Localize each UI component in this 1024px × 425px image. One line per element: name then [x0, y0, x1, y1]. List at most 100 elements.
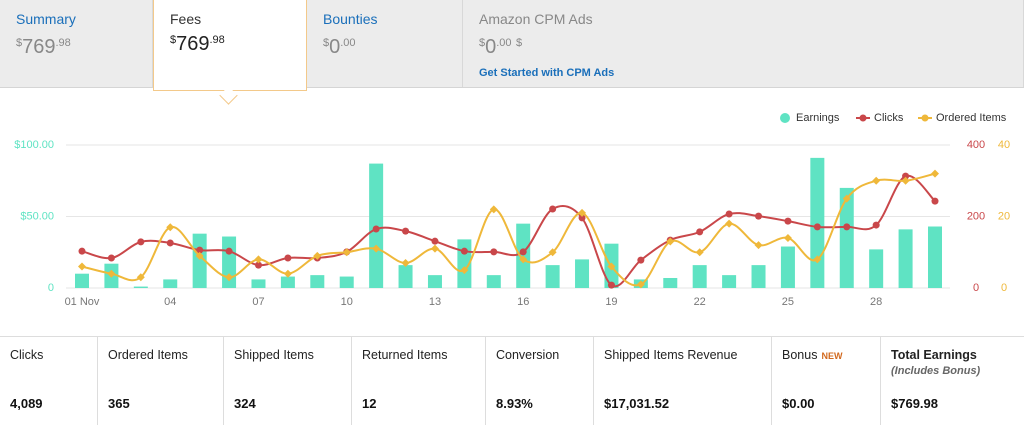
point [607, 281, 615, 289]
dollars: 0 [485, 36, 497, 58]
x-tick-label: 01 Nov [65, 296, 100, 308]
bar [398, 265, 413, 288]
bar [780, 246, 795, 288]
stat-label: Shipped Items [234, 348, 351, 362]
stat-value: 4,089 [10, 396, 43, 411]
cents: .98 [209, 34, 225, 46]
stat-label: Bonus NEW [782, 348, 880, 362]
point [755, 212, 763, 220]
point [490, 248, 498, 256]
point [78, 247, 86, 255]
point [284, 254, 292, 262]
point [430, 244, 439, 253]
currency: $ [170, 34, 177, 46]
x-tick-label: 04 [164, 296, 176, 308]
point [813, 255, 822, 264]
point [196, 246, 204, 254]
y-tick-label: $50.00 [20, 210, 54, 222]
point [431, 237, 439, 245]
tab[interactable]: Amazon CPM Ads $0.00 $ Get Started with CP… [463, 0, 1024, 87]
stat-label-text: Conversion [496, 348, 560, 362]
suffix: $ [516, 37, 523, 49]
legend-label: Clicks [874, 112, 904, 124]
point [696, 228, 704, 236]
point [342, 248, 351, 257]
legend-label: Ordered Items [936, 112, 1007, 124]
stat: Bonus NEW $0.00 [771, 337, 880, 425]
stat-value: 12 [362, 396, 377, 411]
new-badge: NEW [821, 351, 843, 361]
point [254, 255, 263, 264]
point [78, 262, 86, 271]
point [402, 227, 410, 235]
point [578, 214, 586, 222]
bar [810, 157, 825, 288]
tab[interactable]: Fees $769.98 [153, 0, 307, 91]
bar [75, 273, 89, 288]
cpm-link[interactable]: Get Started with CPM Ads [479, 67, 615, 79]
point [166, 239, 174, 247]
point [225, 273, 234, 282]
y3-tick-label: 0 [1001, 282, 1007, 294]
bar [310, 275, 325, 288]
x-tick-label: 07 [252, 296, 264, 308]
stat-value: $769.98 [891, 396, 938, 411]
stat: Total Earnings (Includes Bonus) $769.98 [880, 337, 1024, 425]
point [166, 223, 175, 232]
tab[interactable]: Summary $769.98 [0, 0, 153, 87]
tab-label: Amazon CPM Ads [479, 11, 593, 27]
point [519, 255, 528, 264]
point [784, 217, 792, 225]
bar [839, 187, 854, 288]
x-tick-label: 22 [694, 296, 706, 308]
bar [898, 229, 913, 288]
stat: Ordered Items 365 [97, 337, 223, 425]
legend-swatch [859, 114, 867, 122]
point [695, 248, 704, 257]
point [225, 247, 233, 255]
point [813, 223, 821, 231]
stat-label-text: Shipped Items Revenue [604, 348, 738, 362]
bar [928, 226, 942, 288]
point [725, 210, 733, 218]
stat-value: $0.00 [782, 396, 815, 411]
cents: .98 [55, 37, 71, 49]
point [519, 248, 527, 256]
bar [751, 265, 766, 288]
bar [163, 279, 178, 288]
point [637, 256, 645, 264]
stat-value: 324 [234, 396, 256, 411]
stat-label: Conversion [496, 348, 593, 362]
point [372, 225, 380, 233]
point [401, 258, 410, 267]
point [460, 247, 468, 255]
point [666, 237, 675, 246]
y2-tick-label: 0 [973, 282, 979, 294]
x-tick-label: 28 [870, 296, 882, 308]
legend-swatch [780, 113, 790, 123]
point [902, 172, 910, 180]
point [636, 280, 645, 289]
stat-label-text: Bonus [782, 348, 818, 362]
tab-label: Summary [16, 11, 76, 27]
point [843, 223, 851, 231]
y-tick-label: $100.00 [14, 139, 54, 151]
stat-value: $17,031.52 [604, 396, 670, 411]
bar [251, 279, 266, 288]
point [872, 176, 881, 185]
tab-label: Bounties [323, 11, 378, 27]
point [842, 194, 851, 203]
point [931, 197, 939, 205]
x-tick-label: 13 [429, 296, 441, 308]
stat: Returned Items 12 [351, 337, 485, 425]
stat-label-text: Returned Items [362, 348, 448, 362]
tab-amount: $769.98 [16, 36, 152, 59]
point [901, 176, 910, 185]
cents: .00 [496, 37, 512, 49]
legend-swatch [921, 114, 929, 122]
tab[interactable]: Bounties $0.00 [307, 0, 463, 87]
x-tick-label: 10 [341, 296, 353, 308]
stat-label: Total Earnings [891, 348, 1024, 362]
stat-value: 8.93% [496, 396, 533, 411]
x-tick-label: 25 [782, 296, 794, 308]
